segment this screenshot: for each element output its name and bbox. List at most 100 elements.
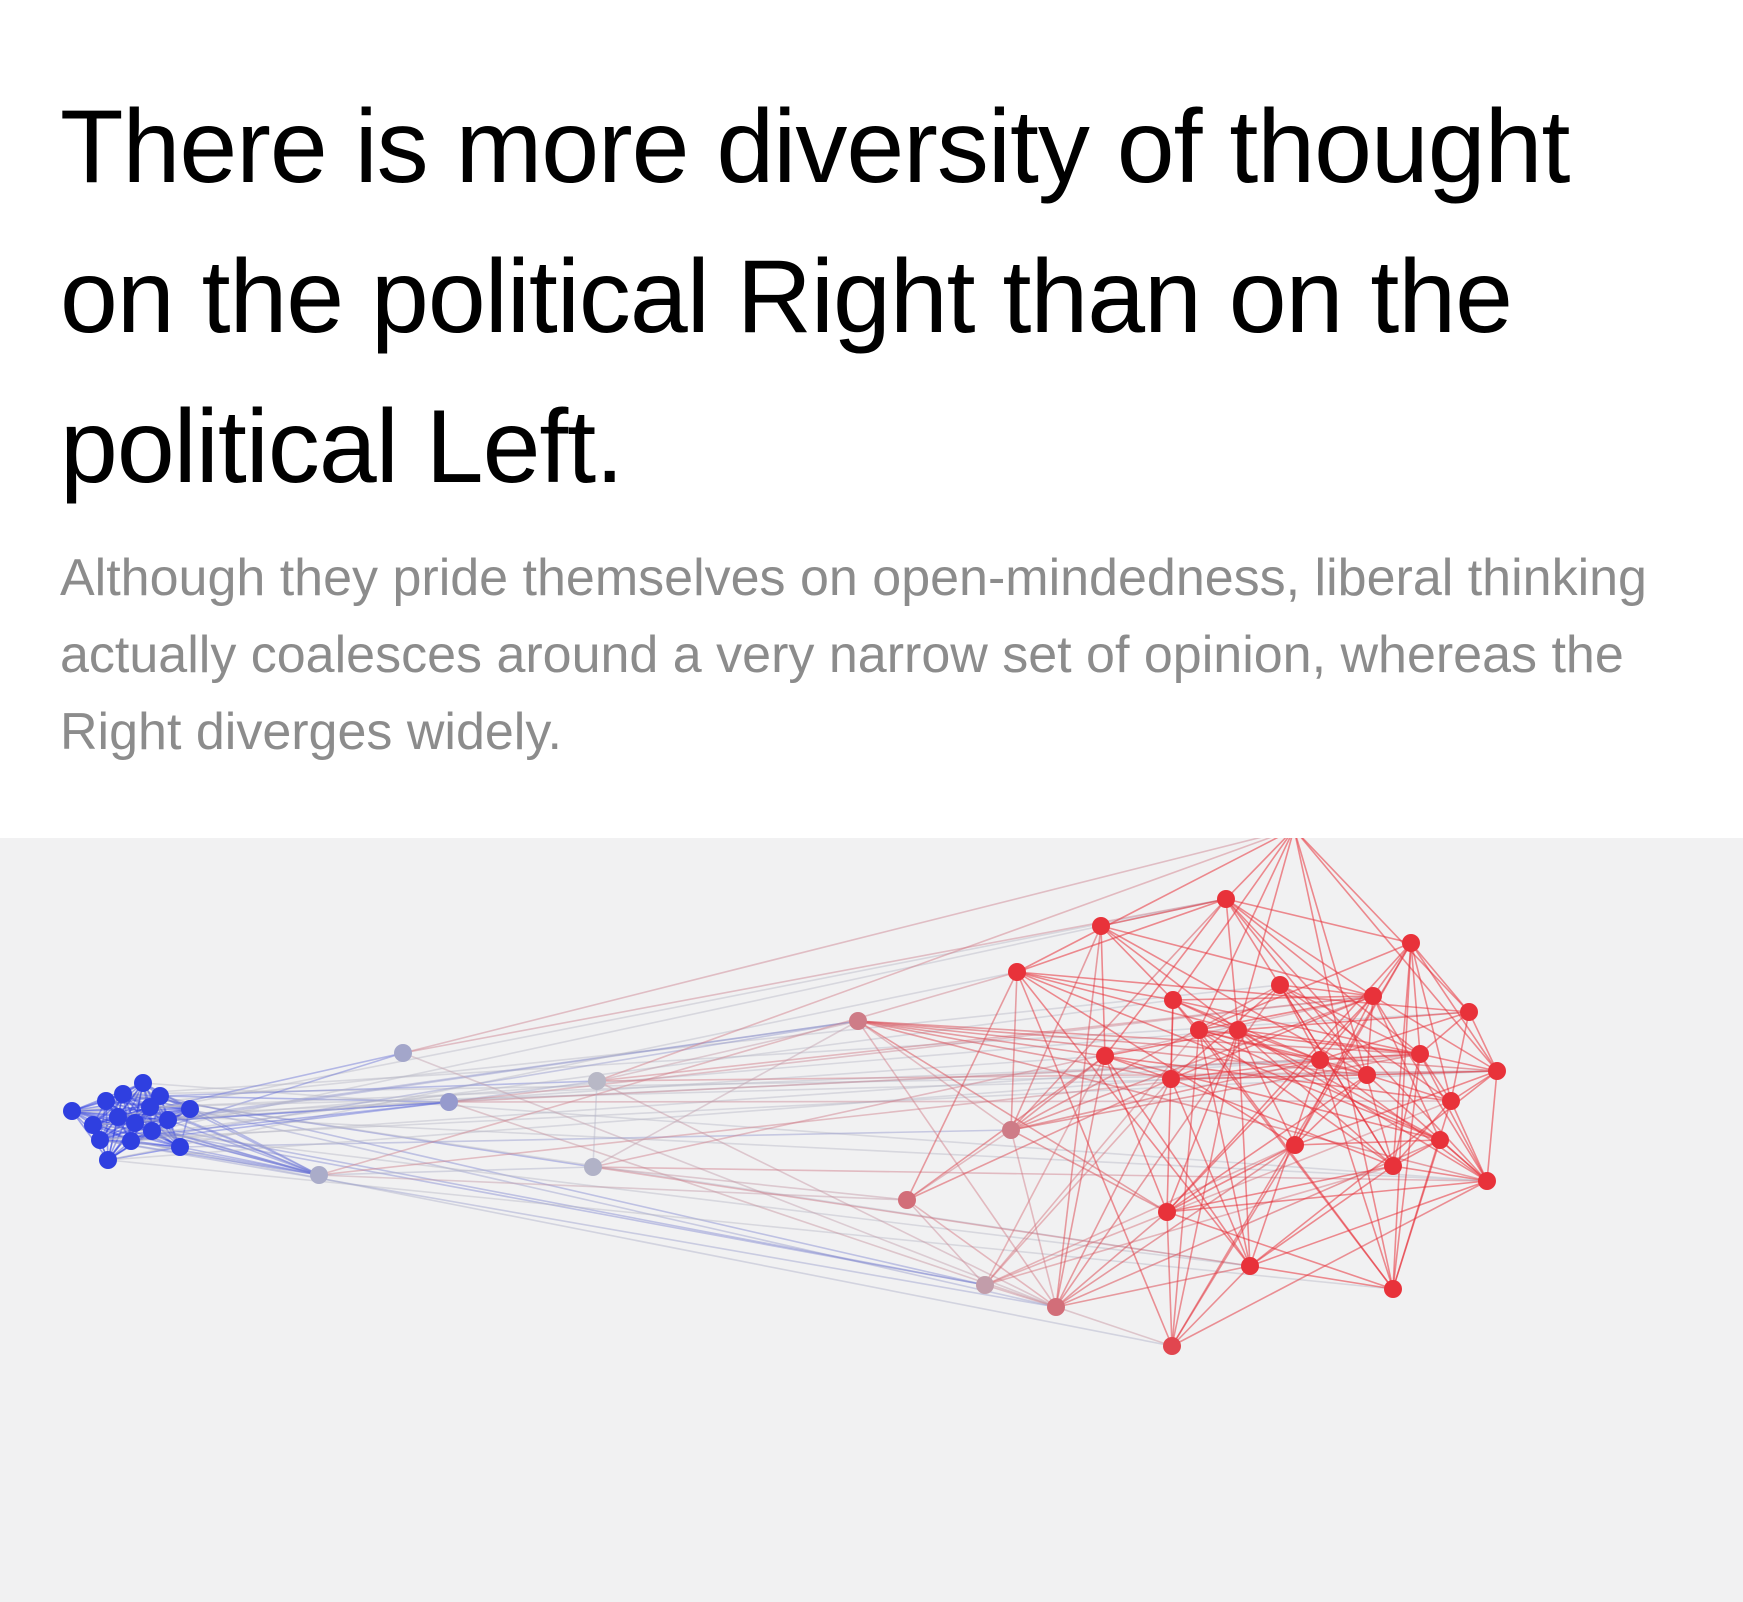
graph-edge xyxy=(857,1020,1488,1182)
graph-edge xyxy=(71,1108,191,1112)
graph-node xyxy=(1384,1157,1402,1175)
graph-edge xyxy=(1439,1139,1488,1182)
graph-node xyxy=(1164,991,1182,1009)
graph-edge xyxy=(99,1108,191,1141)
graph-node xyxy=(310,1166,328,1184)
graph-edge xyxy=(1319,995,1374,1061)
graph-edge xyxy=(1392,1053,1421,1290)
graph-edge xyxy=(1294,1139,1441,1146)
graph-edge xyxy=(857,1020,1012,1131)
graph-node xyxy=(1092,917,1110,935)
graph-edge xyxy=(107,1078,1172,1161)
graph-node xyxy=(394,1044,412,1062)
graph-edge xyxy=(402,898,1227,1054)
graph-node xyxy=(141,1098,159,1116)
graph-nodes xyxy=(63,890,1506,1355)
graph-edge xyxy=(134,1020,859,1124)
graph-node xyxy=(898,1191,916,1209)
graph-edge xyxy=(1055,925,1102,1308)
graph-edge xyxy=(1016,971,1251,1267)
graph-edge xyxy=(134,1122,986,1286)
graph-node xyxy=(976,1276,994,1294)
graph-edge xyxy=(1100,925,1174,1001)
graph-node xyxy=(143,1122,161,1140)
graph-edge xyxy=(1198,1029,1441,1141)
graph-edge xyxy=(99,1106,151,1141)
graph-edge xyxy=(1055,1078,1172,1308)
graph-edge xyxy=(1166,995,1374,1213)
graph-node xyxy=(1158,1203,1176,1221)
graph-edge xyxy=(92,1124,1251,1267)
graph-edge xyxy=(1372,942,1412,997)
graph-edge xyxy=(1016,971,1470,1013)
graph-node xyxy=(1241,1257,1259,1275)
graph-edge xyxy=(1468,1011,1498,1072)
graph-node xyxy=(1286,1136,1304,1154)
graph-edge xyxy=(130,1020,859,1142)
graph-edge xyxy=(159,1095,986,1286)
graph-edge xyxy=(1100,925,1239,1031)
graph-edge xyxy=(149,1106,320,1176)
graph-edge xyxy=(1225,898,1412,944)
graph-node xyxy=(1460,1003,1478,1021)
graph-edge xyxy=(105,1095,161,1102)
graph-edge xyxy=(130,1140,1173,1347)
graph-node xyxy=(114,1085,132,1103)
graph-edge xyxy=(592,1020,859,1168)
graph-edge xyxy=(1279,984,1368,1076)
graph-edge xyxy=(1410,942,1498,1072)
graph-edges xyxy=(71,838,1498,1347)
graph-edge xyxy=(151,898,1227,1132)
graph-edge xyxy=(984,1144,1296,1286)
graph-edge xyxy=(1419,1053,1498,1072)
graph-edge xyxy=(1419,1053,1452,1102)
graph-edge xyxy=(105,1100,109,1161)
graph-node xyxy=(159,1111,177,1129)
graph-node xyxy=(1311,1051,1329,1069)
graph-edge xyxy=(318,1166,594,1176)
graph-edge xyxy=(130,1140,320,1176)
graph-edge xyxy=(134,1101,450,1124)
graph-edge xyxy=(1279,984,1374,997)
graph-edge xyxy=(1279,984,1452,1102)
graph-edge xyxy=(402,1052,1057,1308)
graph-edge xyxy=(1410,942,1421,1055)
graph-edge xyxy=(130,1059,1321,1142)
graph-edge xyxy=(142,1082,1488,1182)
graph-node xyxy=(1442,1092,1460,1110)
graph-edge xyxy=(1171,1180,1488,1347)
graph-edge xyxy=(105,1100,169,1121)
graph-edge xyxy=(592,995,1374,1168)
graph-node xyxy=(588,1072,606,1090)
graph-edge xyxy=(1198,838,1291,1031)
graph-edge xyxy=(1055,1055,1106,1308)
graph-edge xyxy=(984,1078,1172,1286)
graph-edge xyxy=(1249,1180,1488,1267)
graph-node xyxy=(1411,1045,1429,1063)
graph-edge xyxy=(167,1119,320,1176)
graph-node xyxy=(1384,1280,1402,1298)
graph-edge xyxy=(1295,838,1394,1167)
graph-edge xyxy=(596,838,1272,1082)
graph-edge xyxy=(107,1093,124,1161)
graph-edge xyxy=(857,1020,1421,1055)
graph-edge xyxy=(1171,1265,1251,1347)
graph-edge xyxy=(1198,1029,1251,1267)
graph-edge xyxy=(1419,1011,1470,1055)
graph-edge xyxy=(92,1124,153,1132)
graph-edge xyxy=(984,1165,1394,1286)
graph-node xyxy=(171,1138,189,1156)
graph-node xyxy=(1478,1172,1496,1190)
graph-edge xyxy=(1392,1165,1488,1182)
graph-edge xyxy=(1372,995,1488,1182)
graph-edge xyxy=(1225,898,1374,997)
graph-edge xyxy=(984,1029,1200,1286)
graph-edge xyxy=(151,1130,986,1286)
graph-edge xyxy=(117,1052,404,1118)
graph-node xyxy=(1402,934,1420,952)
graph-node xyxy=(122,1132,140,1150)
graph-edge xyxy=(1372,995,1441,1141)
graph-edge xyxy=(906,971,1018,1201)
graph-edge xyxy=(142,1082,320,1176)
graph-edge xyxy=(1010,898,1227,1131)
